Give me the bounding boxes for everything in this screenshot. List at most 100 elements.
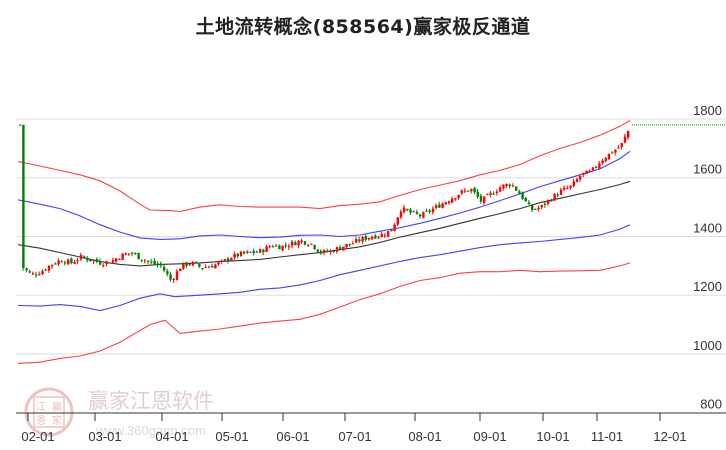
candle — [387, 231, 390, 237]
y-tick-label: 1800 — [693, 103, 722, 118]
candle — [617, 147, 620, 149]
candle — [198, 263, 201, 267]
x-tick-label: 10-01 — [536, 429, 569, 444]
candle — [182, 262, 185, 269]
candle — [399, 211, 403, 218]
candle — [172, 279, 175, 281]
candle — [137, 252, 140, 260]
candle — [419, 214, 422, 217]
candle — [191, 261, 195, 266]
candle — [86, 257, 89, 261]
candle — [425, 210, 428, 212]
candle — [115, 258, 118, 262]
candle — [179, 268, 182, 272]
candle — [415, 211, 419, 214]
candle — [390, 229, 393, 232]
candle — [185, 262, 188, 266]
candle — [483, 196, 486, 204]
candle — [217, 262, 220, 265]
candle — [371, 236, 374, 240]
candle — [83, 256, 86, 258]
candle — [620, 143, 623, 147]
candle — [271, 246, 275, 248]
candle — [236, 253, 239, 257]
candle — [105, 261, 108, 265]
x-tick-label: 03-01 — [88, 429, 121, 444]
candle — [233, 253, 236, 258]
candle — [175, 271, 179, 281]
candle — [73, 262, 76, 264]
candle — [230, 258, 233, 262]
candle — [566, 187, 569, 189]
candle — [499, 187, 502, 192]
candle — [31, 273, 35, 275]
candle — [486, 194, 489, 196]
y-tick-label: 800 — [700, 397, 722, 412]
candle — [252, 250, 255, 253]
x-tick-label: 07-01 — [338, 429, 371, 444]
candle — [166, 270, 169, 275]
candle — [627, 130, 630, 138]
candle — [102, 265, 105, 267]
candle — [111, 260, 115, 263]
candle — [124, 253, 127, 255]
candle — [569, 185, 572, 188]
candle — [508, 184, 511, 187]
candle — [150, 261, 153, 263]
watermark-url: www.360gann.com — [95, 423, 206, 438]
upper_inner_band-line — [17, 150, 631, 240]
candle — [121, 253, 124, 260]
watermark-brand: 赢家江恩软件 — [88, 389, 214, 413]
watermark-seal-icon: 江 赢 恩 家 — [24, 387, 74, 437]
candle — [355, 239, 358, 243]
candle — [345, 243, 348, 248]
candle — [313, 244, 316, 250]
candle — [361, 237, 364, 242]
candle — [275, 245, 278, 247]
candle — [406, 208, 409, 211]
candle — [502, 184, 505, 189]
candle — [54, 263, 57, 265]
candle — [403, 207, 406, 213]
candle — [207, 266, 211, 268]
candle — [291, 241, 294, 246]
candle — [319, 250, 323, 254]
candle — [348, 243, 351, 245]
candle — [585, 170, 588, 174]
candle — [143, 260, 147, 262]
candle — [358, 239, 361, 242]
candle — [323, 250, 326, 253]
candle — [383, 235, 387, 237]
candle — [268, 246, 271, 248]
candle — [467, 190, 470, 192]
candle — [531, 205, 534, 211]
candle — [377, 236, 380, 238]
candle — [153, 260, 156, 265]
candle — [281, 245, 284, 251]
candle — [25, 268, 28, 271]
candle — [108, 262, 111, 264]
candle — [489, 192, 492, 195]
candle — [428, 210, 431, 212]
candle — [527, 202, 531, 205]
candle — [246, 251, 249, 253]
x-axis: 02-01 03-01 04-01 05-01 06-01 07-01 08-01 09-01… — [16, 412, 726, 444]
candle — [28, 271, 31, 273]
candle — [611, 152, 614, 154]
candle — [22, 124, 25, 269]
candle — [579, 176, 582, 180]
candle — [534, 208, 537, 210]
candle — [623, 136, 627, 143]
upper_outer_band-line — [17, 120, 631, 213]
candle — [278, 245, 281, 250]
candle — [601, 160, 604, 164]
candle — [131, 252, 134, 254]
candle — [582, 172, 585, 175]
candle — [412, 211, 415, 213]
x-tick-label: 09-01 — [473, 429, 506, 444]
candle — [588, 170, 591, 173]
candle — [351, 243, 355, 245]
candle — [307, 245, 310, 247]
candle — [441, 203, 444, 208]
candle — [409, 209, 412, 213]
